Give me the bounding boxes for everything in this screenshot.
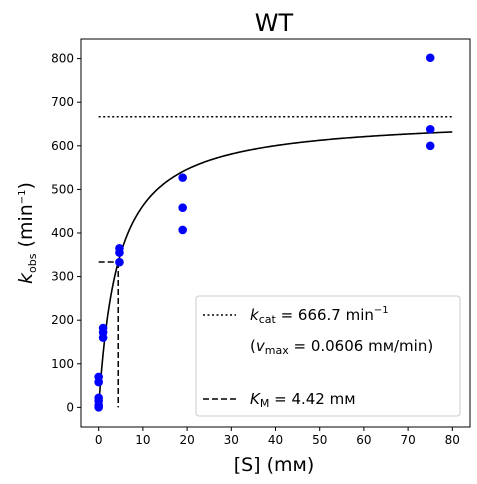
x-tick-label: 50 (312, 433, 327, 447)
data-point (425, 53, 435, 63)
x-tick-label: 40 (268, 433, 283, 447)
legend: kcat = 666.7 min−1 (vmax = 0.0606 mм/min… (195, 295, 461, 417)
legend-box (195, 295, 461, 417)
data-point (98, 323, 108, 333)
data-point (425, 141, 435, 151)
legend-vmax-label: (vmax = 0.0606 mм/min) (250, 337, 433, 357)
x-axis: 0 10 20 30 40 50 60 70 80 (95, 427, 460, 447)
data-point (178, 203, 187, 213)
y-tick-label: 700 (51, 95, 74, 109)
x-tick-label: 10 (135, 433, 150, 447)
y-tick-label: 600 (51, 139, 74, 153)
y-axis-label-sup: −1 (17, 189, 28, 204)
data-point (115, 257, 124, 267)
data-point (94, 372, 103, 382)
y-axis-label-close: ) (15, 182, 37, 189)
data-point (425, 124, 435, 134)
data-point (94, 393, 103, 403)
y-tick-label: 300 (51, 270, 74, 284)
y-tick-label: 500 (51, 182, 74, 196)
y-tick-label: 200 (51, 313, 74, 327)
x-tick-label: 20 (179, 433, 194, 447)
plot-area (94, 53, 453, 412)
data-point (115, 243, 124, 253)
x-tick-label: 0 (95, 433, 103, 447)
y-axis: 0 100 200 300 400 500 600 700 800 (51, 52, 81, 414)
y-axis-label-sub: obs (26, 253, 39, 273)
y-tick-label: 400 (51, 226, 74, 240)
legend-km-label: KM = 4.42 mм (250, 390, 356, 410)
y-axis-label-unit: (min (15, 204, 37, 253)
y-tick-label: 100 (51, 357, 74, 371)
fit-curve (97, 131, 453, 408)
legend-kcat-label: kcat = 666.7 min−1 (250, 305, 389, 326)
x-tick-label: 60 (356, 433, 371, 447)
data-point (178, 225, 187, 235)
x-tick-label: 70 (400, 433, 415, 447)
x-tick-label: 80 (445, 433, 460, 447)
y-axis-label: kobs (min−1) (15, 182, 39, 284)
y-tick-label: 800 (51, 52, 74, 66)
x-axis-label: [S] (mм) (234, 454, 315, 476)
y-tick-label: 0 (66, 400, 74, 414)
chart-title: WT (255, 9, 294, 37)
y-axis-label-main: k (15, 272, 37, 284)
data-point (178, 173, 187, 182)
x-tick-label: 30 (224, 433, 239, 447)
